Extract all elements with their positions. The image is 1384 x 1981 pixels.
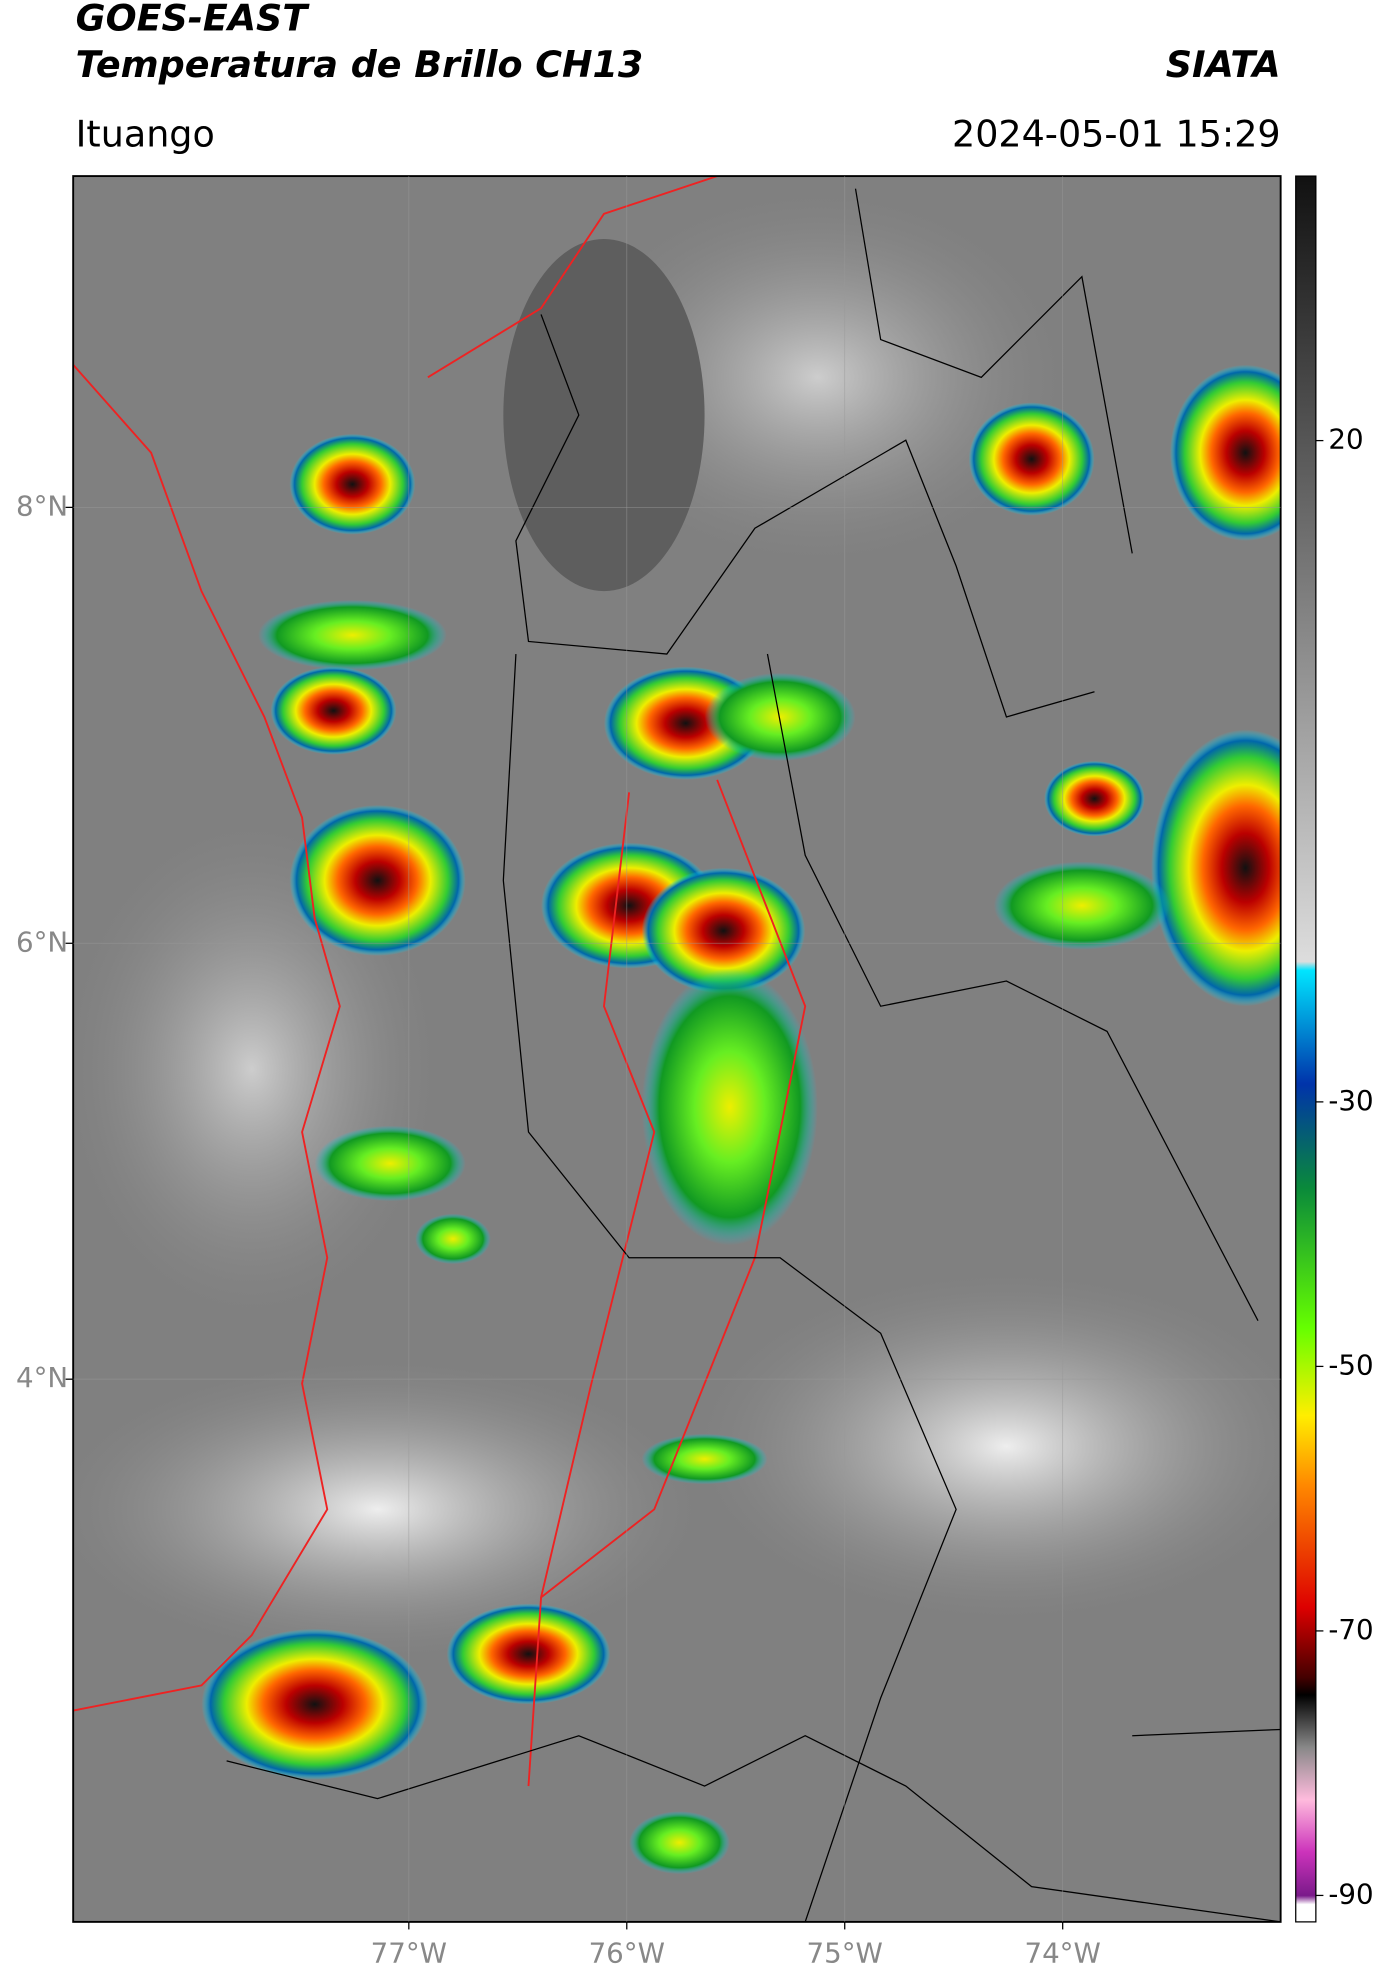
title: GOES-EAST xyxy=(76,0,311,40)
colorbar-tick-label: -90 xyxy=(1328,1877,1373,1910)
y-tick-label: 8°N xyxy=(16,489,68,522)
x-tick-label: 77°W xyxy=(371,1937,447,1970)
timestamp: 2024-05-01 15:29 xyxy=(952,112,1281,155)
map-frame xyxy=(72,175,1282,1923)
colorbar xyxy=(1295,175,1317,1923)
x-tick-label: 76°W xyxy=(589,1937,665,1970)
x-tick-label: 74°W xyxy=(1024,1937,1100,1970)
y-tick-label: 4°N xyxy=(16,1361,68,1394)
subtitle: Temperatura de Brillo CH13 xyxy=(76,43,644,86)
y-tick-label: 6°N xyxy=(16,925,68,958)
colorbar-tick-label: -50 xyxy=(1328,1348,1373,1381)
colorbar-tick-label: -30 xyxy=(1328,1084,1373,1117)
colorbar-tick-label: 20 xyxy=(1328,423,1363,456)
x-tick-label: 75°W xyxy=(807,1937,883,1970)
location: Ituango xyxy=(76,112,215,155)
satellite-image xyxy=(73,176,1281,1922)
colorbar-tick-label: -70 xyxy=(1328,1613,1373,1646)
agency: SIATA xyxy=(1166,43,1281,86)
